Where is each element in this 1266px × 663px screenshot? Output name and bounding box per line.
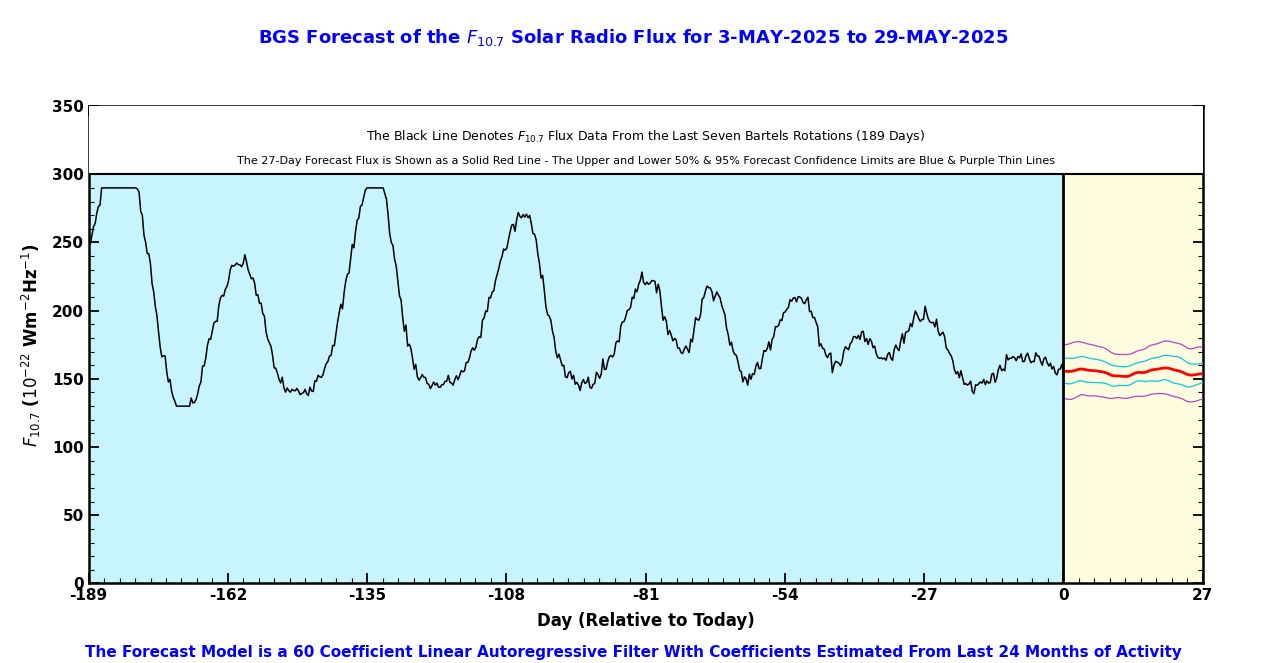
Bar xyxy=(1063,106,1203,583)
Y-axis label: $F_{10.7}$ ($10^{-22}$ Wm$^{-2}$Hz$^{-1}$): $F_{10.7}$ ($10^{-22}$ Wm$^{-2}$Hz$^{-1}… xyxy=(20,243,43,447)
Text: The Forecast Model is a 60 Coefficient Linear Autoregressive Filter With Coeffic: The Forecast Model is a 60 Coefficient L… xyxy=(85,644,1181,660)
Text: The 27-Day Forecast Flux is Shown as a Solid Red Line - The Upper and Lower 50% : The 27-Day Forecast Flux is Shown as a S… xyxy=(237,156,1055,166)
Bar xyxy=(89,106,1063,583)
X-axis label: Day (Relative to Today): Day (Relative to Today) xyxy=(537,612,755,630)
Bar xyxy=(89,106,1203,174)
Text: BGS Forecast of the $F_{10.7}$ Solar Radio Flux for 3-MAY-2025 to 29-MAY-2025: BGS Forecast of the $F_{10.7}$ Solar Rad… xyxy=(258,27,1008,48)
Text: The Black Line Denotes $F_{10.7}$ Flux Data From the Last Seven Bartels Rotation: The Black Line Denotes $F_{10.7}$ Flux D… xyxy=(366,127,925,145)
